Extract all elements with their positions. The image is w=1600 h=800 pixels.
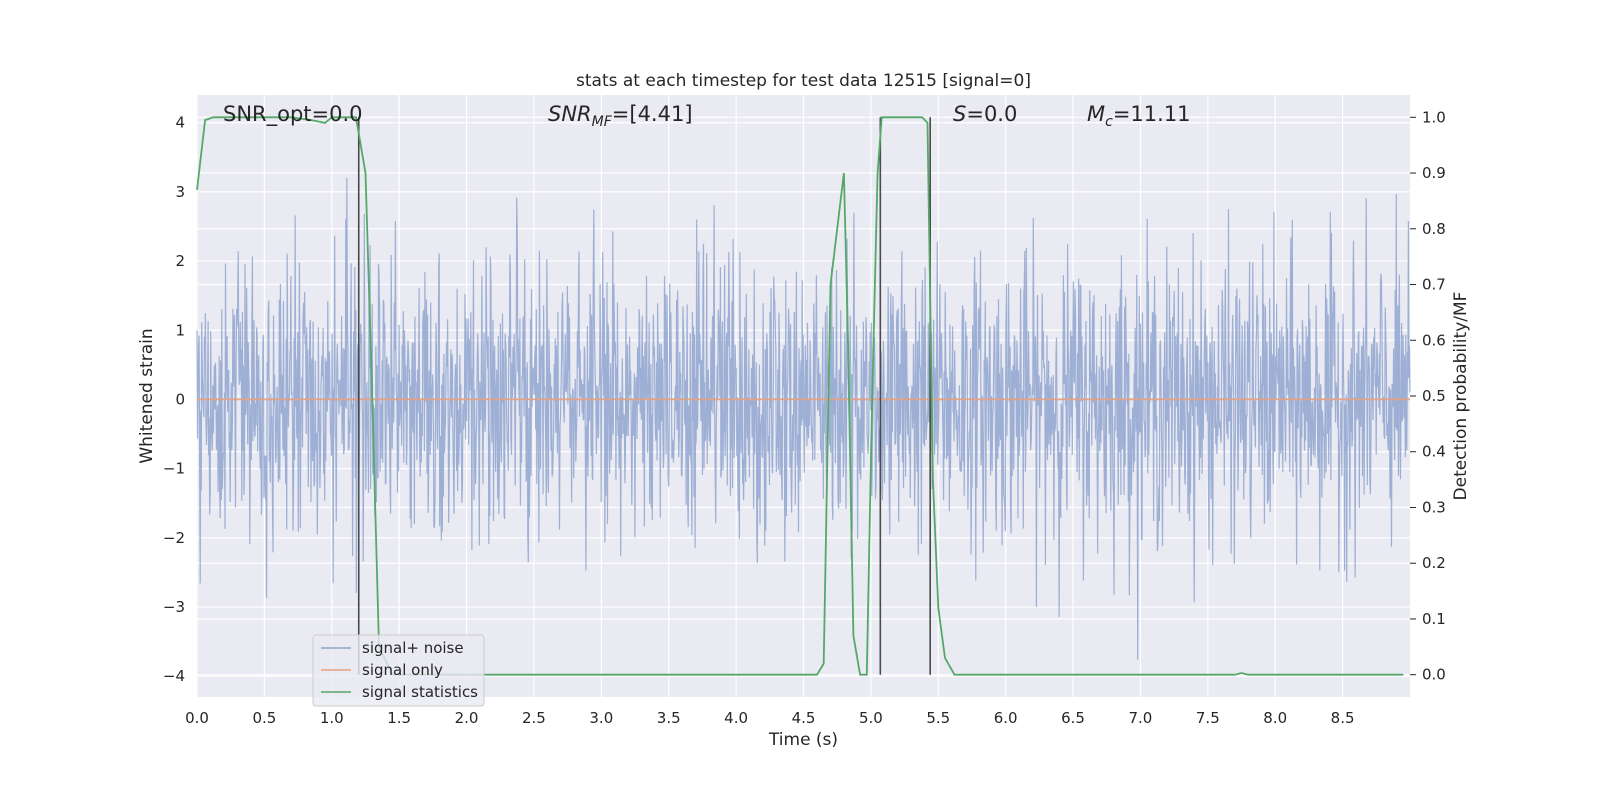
annotation-s: S=0.0 bbox=[953, 102, 1017, 126]
y-tick-label: −1 bbox=[163, 460, 185, 478]
x-tick-label: 4.0 bbox=[724, 709, 748, 727]
annotation-snr-mf-value: =[4.41] bbox=[612, 102, 693, 126]
y2-tick-label: 0.1 bbox=[1422, 610, 1446, 628]
x-tick-label: 6.0 bbox=[994, 709, 1018, 727]
x-tick-label: 7.5 bbox=[1196, 709, 1220, 727]
x-tick-label: 3.5 bbox=[657, 709, 681, 727]
y-tick-label: 3 bbox=[175, 183, 185, 201]
annotation-mc-value: =11.11 bbox=[1113, 102, 1191, 126]
y2-axis-ticks: 1.0 0.9 0.8 0.7 0.6 0.5 0.4 0.3 0.2 0.1 0.0 bbox=[1410, 108, 1446, 684]
legend-label-signal-statistics: signal statistics bbox=[362, 683, 478, 701]
y2-tick-label: 0.7 bbox=[1422, 276, 1446, 294]
y-tick-label: 0 bbox=[175, 390, 185, 408]
x-tick-label: 8.5 bbox=[1331, 709, 1355, 727]
x-axis-label: Time (s) bbox=[768, 730, 838, 750]
x-tick-label: 5.5 bbox=[926, 709, 950, 727]
annotation-snr-opt: SNR_opt=0.0 bbox=[223, 102, 363, 127]
annotation-snr-mf-symbol: SNR bbox=[548, 102, 592, 126]
annotation-mc: Mc=11.11 bbox=[1087, 102, 1191, 130]
x-tick-label: 2.5 bbox=[522, 709, 546, 727]
y-tick-label: 4 bbox=[175, 114, 185, 132]
y2-tick-label: 0.2 bbox=[1422, 554, 1446, 572]
legend-box bbox=[312, 634, 485, 707]
x-tick-label: 5.0 bbox=[859, 709, 883, 727]
y2-tick-label: 0.8 bbox=[1422, 220, 1446, 238]
y-tick-label: −3 bbox=[163, 598, 185, 616]
y2-tick-label: 0.6 bbox=[1422, 331, 1446, 349]
annotation-snr-mf: SNRMF=[4.41] bbox=[548, 102, 693, 130]
y2-tick-label: 0.5 bbox=[1422, 387, 1446, 405]
annotation-snr-mf-subscript: MF bbox=[592, 114, 613, 130]
x-tick-label: 3.0 bbox=[589, 709, 613, 727]
legend-label-signal-plus-noise: signal+ noise bbox=[362, 639, 464, 657]
x-tick-label: 6.5 bbox=[1061, 709, 1085, 727]
y2-tick-label: 0.9 bbox=[1422, 164, 1446, 182]
y-tick-label: −2 bbox=[163, 529, 185, 547]
vertical-markers bbox=[357, 117, 931, 675]
x-tick-label: 0.0 bbox=[185, 709, 209, 727]
x-tick-label: 7.0 bbox=[1129, 709, 1153, 727]
y2-tick-label: 0.3 bbox=[1422, 498, 1446, 516]
x-tick-label: 4.5 bbox=[792, 709, 816, 727]
y-tick-label: 1 bbox=[175, 321, 185, 339]
signal-statistics-series bbox=[196, 116, 1404, 676]
legend-label-signal-only: signal only bbox=[362, 661, 443, 679]
annotation-s-value: =0.0 bbox=[966, 102, 1017, 126]
y2-tick-label: 0.0 bbox=[1422, 666, 1446, 684]
x-tick-label: 1.0 bbox=[320, 709, 344, 727]
x-tick-label: 0.5 bbox=[252, 709, 276, 727]
x-tick-label: 2.0 bbox=[455, 709, 479, 727]
y-tick-label: 2 bbox=[175, 252, 185, 270]
annotation-mc-subscript: c bbox=[1105, 114, 1113, 130]
signal-statistics-line bbox=[196, 116, 1404, 676]
y-axis-label: Whitened strain bbox=[137, 328, 157, 463]
annotation-mc-symbol: M bbox=[1087, 102, 1105, 126]
legend: signal+ noise signal only signal statist… bbox=[312, 634, 485, 707]
x-axis-ticks: 0.0 0.5 1.0 1.5 2.0 2.5 3.0 3.5 4.0 4.5 5.0 5.5 6.0 6… bbox=[185, 709, 1354, 727]
annotation-s-symbol: S bbox=[953, 102, 966, 126]
chart-title: stats at each timestep for test data 125… bbox=[576, 71, 1031, 91]
y2-axis-label: Detection probability/MF bbox=[1451, 292, 1471, 501]
y2-tick-label: 0.4 bbox=[1422, 443, 1446, 461]
x-tick-label: 1.5 bbox=[387, 709, 411, 727]
y-tick-label: −4 bbox=[163, 667, 185, 685]
y2-tick-label: 1.0 bbox=[1422, 108, 1446, 126]
signal-plus-noise-line bbox=[196, 177, 1411, 660]
signal-plus-noise-series bbox=[196, 177, 1411, 660]
y-axis-ticks: 4 3 2 1 0 −1 −2 −3 −4 bbox=[163, 114, 185, 686]
x-tick-label: 8.0 bbox=[1263, 709, 1287, 727]
